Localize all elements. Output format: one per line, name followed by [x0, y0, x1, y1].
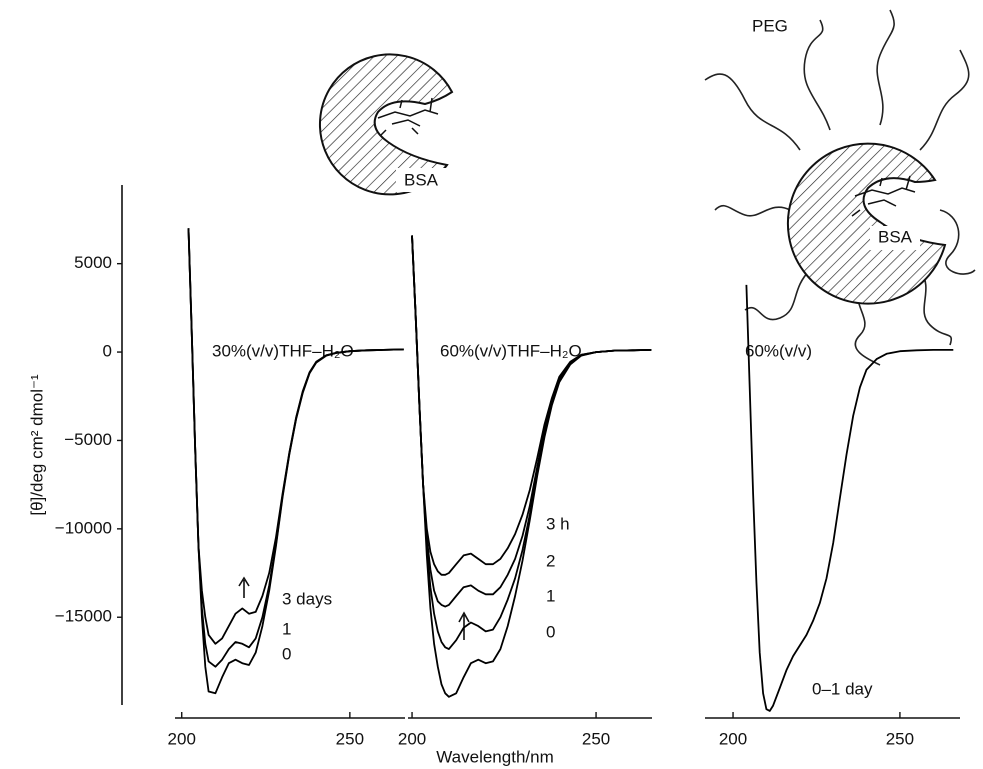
spectrum-line — [411, 235, 652, 576]
y-tick-label: 0 — [103, 342, 112, 361]
condition-label: 60%(v/v)THF–H₂O — [440, 341, 582, 360]
y-axis-label: [θ]/deg cm² dmol⁻¹ — [27, 374, 46, 516]
series-label: 0–1 day — [812, 679, 873, 698]
series-label: 1 — [546, 586, 555, 605]
x-tick-label: 200 — [168, 729, 196, 748]
y-tick-label: −5000 — [64, 430, 112, 449]
series-label: 0 — [546, 622, 555, 641]
protein-label: BSA — [878, 227, 913, 246]
x-axis-label: Wavelength/nm — [436, 747, 553, 766]
x-tick-label: 250 — [886, 729, 914, 748]
series-label: 0 — [282, 644, 291, 663]
spectrum-line — [411, 235, 652, 608]
protein-label: BSA — [404, 170, 439, 189]
series-label: 1 — [282, 619, 291, 638]
arrow — [238, 576, 250, 598]
spectrum-line — [745, 284, 954, 712]
spectrum-line — [411, 235, 652, 698]
peg-bsa-illustration: BSA PEG — [704, 9, 976, 366]
series-label: 3 days — [282, 589, 332, 608]
condition-label: 30%(v/v)THF–H₂O — [212, 341, 354, 360]
series-label: 3 h — [546, 514, 570, 533]
series-label: 2 — [546, 551, 555, 570]
x-tick-label: 250 — [336, 729, 364, 748]
y-tick-label: −15000 — [55, 607, 112, 626]
spectrum-line — [411, 235, 652, 650]
y-tick-label: −10000 — [55, 518, 112, 537]
x-tick-label: 250 — [582, 729, 610, 748]
x-tick-label: 200 — [398, 729, 426, 748]
condition-label: 60%(v/v) — [745, 341, 812, 360]
bsa-illustration: BSA — [318, 53, 454, 196]
spectrum-line — [187, 228, 404, 695]
polymer-label: PEG — [752, 16, 788, 35]
x-tick-label: 200 — [719, 729, 747, 748]
y-tick-label: 5000 — [74, 253, 112, 272]
spectrum-line — [187, 228, 404, 645]
